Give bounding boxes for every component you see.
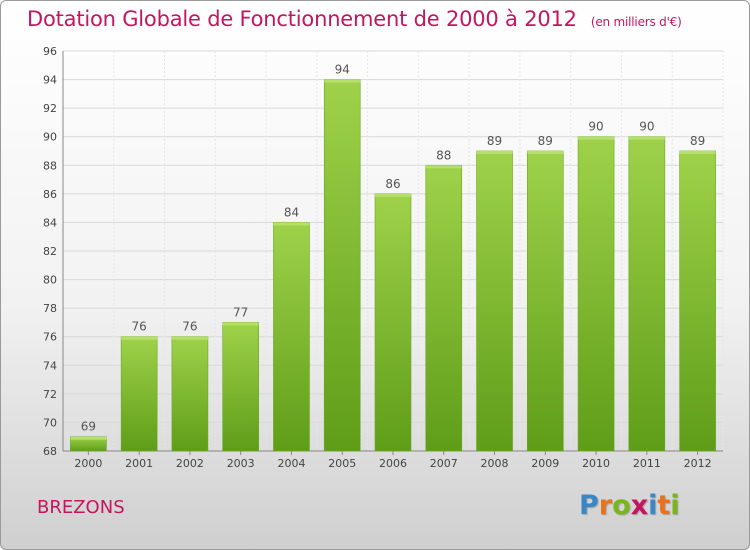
bar-highlight [375, 193, 411, 197]
bar-highlight [425, 165, 462, 169]
bar [120, 336, 158, 452]
x-tick-label: 2000 [74, 457, 102, 470]
bar-highlight [324, 79, 361, 83]
bar [527, 150, 564, 452]
bar [628, 136, 666, 452]
logo-letter: P [579, 490, 599, 521]
bar-highlight [171, 336, 208, 340]
logo-letter: t [657, 490, 671, 521]
logo-letter: o [612, 490, 631, 521]
data-label: 89 [690, 134, 705, 148]
y-tick-label: 76 [43, 331, 57, 344]
data-label: 89 [487, 134, 502, 148]
data-label: 77 [233, 305, 248, 319]
bar-highlight [628, 136, 665, 140]
x-tick-label: 2003 [227, 457, 255, 470]
x-tick-label: 2002 [176, 457, 204, 470]
x-tick-label: 2009 [531, 457, 559, 470]
data-label: 90 [588, 120, 603, 134]
location-label: BREZONS [37, 497, 125, 518]
y-tick-label: 82 [43, 245, 57, 258]
bar-highlight [273, 222, 310, 226]
bar [577, 136, 615, 452]
y-tick-label: 72 [43, 388, 57, 401]
bar [171, 336, 209, 452]
y-tick-label: 86 [43, 188, 57, 201]
data-label: 89 [538, 134, 553, 148]
y-tick-label: 88 [43, 159, 57, 172]
logo-letter: i [648, 490, 658, 521]
logo-letter: x [630, 490, 649, 521]
chart-title: Dotation Globale de Fonctionnement de 20… [27, 7, 682, 31]
x-tick-label: 2007 [430, 457, 458, 470]
y-tick-label: 78 [43, 302, 57, 315]
proxiti-logo: Proxiti [579, 490, 680, 521]
bar-highlight [222, 322, 259, 326]
y-tick-label: 70 [43, 416, 57, 429]
bar-highlight [121, 336, 158, 340]
x-tick-label: 2005 [328, 457, 356, 470]
data-label: 76 [182, 320, 197, 334]
y-tick-label: 96 [43, 45, 57, 58]
bar-highlight [679, 151, 716, 154]
data-label: 88 [436, 148, 451, 162]
bars [70, 79, 716, 452]
x-tick-label: 2006 [379, 457, 407, 470]
logo-letter: r [598, 490, 613, 521]
bar-highlight [70, 436, 107, 440]
y-tick-label: 68 [43, 445, 57, 458]
y-tick-label: 74 [43, 359, 57, 372]
x-tick-label: 2008 [481, 457, 509, 470]
data-label: 94 [335, 63, 350, 77]
data-label: 84 [284, 205, 299, 219]
x-tick-label: 2001 [125, 457, 153, 470]
bar [273, 222, 310, 452]
bar [222, 322, 259, 452]
bar [374, 193, 412, 452]
y-tick-label: 80 [43, 274, 57, 287]
labels: 68 70 72 74 76 78 80 82 84 86 88 90 92 94 96 69 2000 76 20… [43, 45, 712, 470]
data-label: 86 [385, 177, 400, 191]
bar [425, 164, 463, 452]
y-tick-label: 92 [43, 102, 57, 115]
x-tick-label: 2010 [582, 457, 610, 470]
bar-highlight [578, 136, 615, 140]
logo-letter: i [670, 490, 680, 521]
x-tick-label: 2004 [277, 457, 305, 470]
chart-title-text: Dotation Globale de Fonctionnement de 20… [27, 7, 577, 31]
y-tick-label: 90 [43, 131, 57, 144]
x-tick-label: 2011 [633, 457, 661, 470]
data-label: 90 [639, 120, 654, 134]
data-label: 76 [132, 320, 147, 334]
x-tick-label: 2012 [684, 457, 712, 470]
bar-highlight [476, 151, 513, 154]
y-tick-label: 84 [43, 216, 57, 229]
bar-highlight [527, 151, 564, 154]
unit-note: (en milliers d'€) [590, 15, 682, 29]
data-label: 69 [81, 420, 96, 434]
y-tick-label: 94 [43, 74, 57, 87]
bar [476, 150, 513, 452]
bar [323, 79, 361, 452]
bar [679, 150, 716, 452]
